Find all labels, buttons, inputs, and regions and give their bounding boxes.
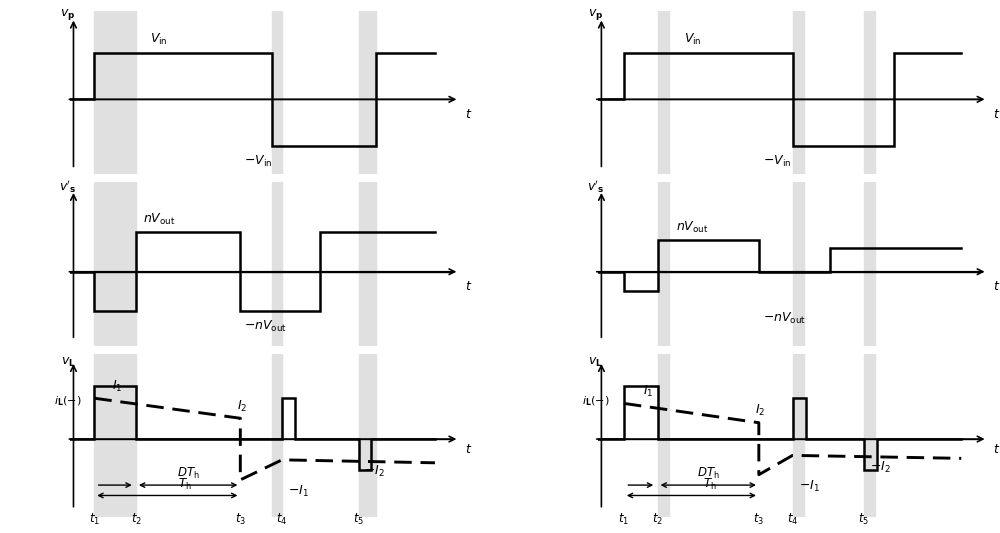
Text: $v'_\mathbf{s}$: $v'_\mathbf{s}$: [59, 179, 77, 195]
Text: $t_3$: $t_3$: [235, 512, 246, 527]
Text: $i_\mathbf{L}(-)$: $i_\mathbf{L}(-)$: [54, 394, 82, 408]
Text: $V_\mathrm{in}$: $V_\mathrm{in}$: [150, 32, 168, 47]
Text: $T_\mathrm{h}$: $T_\mathrm{h}$: [703, 477, 717, 492]
Text: $I_2$: $I_2$: [237, 399, 247, 414]
Text: $t_5$: $t_5$: [353, 512, 364, 527]
Bar: [864, 354, 875, 517]
Text: $-nV_\mathrm{out}$: $-nV_\mathrm{out}$: [244, 319, 287, 334]
Bar: [658, 182, 669, 345]
Text: $v'_\mathbf{s}$: $v'_\mathbf{s}$: [587, 179, 604, 195]
Bar: [658, 354, 669, 517]
Bar: [793, 11, 804, 174]
Bar: [793, 182, 804, 345]
Text: $DT_\mathrm{h}$: $DT_\mathrm{h}$: [177, 466, 200, 481]
Text: $t_3$: $t_3$: [753, 512, 764, 527]
Text: $t_2$: $t_2$: [652, 512, 663, 527]
Text: $-I_1$: $-I_1$: [799, 479, 819, 494]
Text: $t_4$: $t_4$: [787, 512, 798, 527]
Text: $t_1$: $t_1$: [618, 512, 629, 527]
Text: $I_1$: $I_1$: [643, 384, 653, 399]
Text: $-nV_\mathrm{out}$: $-nV_\mathrm{out}$: [763, 311, 806, 326]
Text: $-V_\mathrm{in}$: $-V_\mathrm{in}$: [763, 155, 791, 169]
Bar: [658, 11, 669, 174]
Text: $v_\mathbf{p}$: $v_\mathbf{p}$: [588, 7, 603, 22]
Text: $v_\mathbf{p}$: $v_\mathbf{p}$: [60, 7, 76, 22]
Bar: [94, 354, 136, 517]
Text: $DT_\mathrm{h}$: $DT_\mathrm{h}$: [697, 466, 720, 481]
Text: $T_\mathrm{h}$: $T_\mathrm{h}$: [178, 477, 192, 492]
Bar: [864, 182, 875, 345]
Bar: [272, 182, 282, 345]
Text: $t_4$: $t_4$: [276, 512, 288, 527]
Text: $t_5$: $t_5$: [858, 512, 869, 527]
Text: $-I_2$: $-I_2$: [364, 464, 385, 479]
Bar: [359, 11, 376, 174]
Text: $t$: $t$: [993, 280, 1000, 293]
Text: $I_2$: $I_2$: [755, 403, 765, 418]
Text: $v_\mathbf{L}$: $v_\mathbf{L}$: [588, 356, 603, 368]
Bar: [94, 182, 136, 345]
Bar: [359, 182, 376, 345]
Text: $-I_1$: $-I_1$: [288, 484, 308, 499]
Text: $v_\mathbf{L}$: $v_\mathbf{L}$: [61, 356, 75, 368]
Text: $t$: $t$: [465, 108, 472, 121]
Text: $nV_\mathrm{out}$: $nV_\mathrm{out}$: [676, 220, 709, 235]
Text: $t_1$: $t_1$: [89, 512, 100, 527]
Bar: [272, 354, 282, 517]
Text: $nV_\mathrm{out}$: $nV_\mathrm{out}$: [143, 212, 176, 227]
Text: $-I_2$: $-I_2$: [870, 460, 891, 475]
Text: $t$: $t$: [465, 280, 472, 293]
Text: $t$: $t$: [993, 443, 1000, 456]
Bar: [359, 354, 376, 517]
Text: $t$: $t$: [465, 443, 472, 456]
Text: $-V_\mathrm{in}$: $-V_\mathrm{in}$: [244, 155, 272, 169]
Bar: [94, 11, 136, 174]
Bar: [272, 11, 282, 174]
Text: $t$: $t$: [993, 108, 1000, 121]
Text: $t_2$: $t_2$: [131, 512, 142, 527]
Text: $V_\mathrm{in}$: $V_\mathrm{in}$: [684, 32, 702, 47]
Bar: [864, 11, 875, 174]
Text: $i_\mathbf{L}(-)$: $i_\mathbf{L}(-)$: [582, 394, 609, 408]
Text: $I_1$: $I_1$: [112, 378, 122, 394]
Bar: [793, 354, 804, 517]
